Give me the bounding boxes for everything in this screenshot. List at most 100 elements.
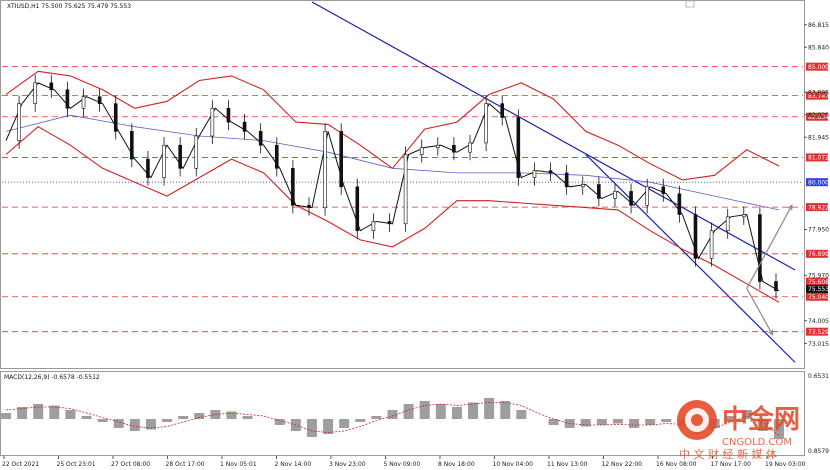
candle-body-32 (516, 117, 521, 178)
candle-body-37 (597, 184, 601, 199)
candle-body-34 (548, 170, 553, 174)
macd-tick-0: 0.6531 (808, 373, 829, 380)
macd-bar-47 (757, 419, 768, 431)
candle-body-2 (33, 82, 38, 104)
tick-label-1: 85.840 (808, 44, 829, 51)
macd-bar-40 (645, 419, 656, 425)
macd-bar-48 (774, 419, 784, 439)
candle-body-3 (49, 82, 54, 91)
level-badge-2 (806, 112, 828, 121)
moving-average-line (5, 114, 780, 211)
macd-bar-0 (1, 413, 11, 419)
price-badge-label-1: 75.553 (808, 286, 829, 293)
level-label-3: 81.072 (808, 155, 829, 162)
price-series (5, 74, 780, 299)
candle-body-44 (709, 230, 714, 259)
candle-body-7 (113, 103, 118, 132)
level-badge-3 (806, 153, 828, 162)
macd-bar-8 (129, 419, 140, 431)
level-badge-1 (806, 91, 828, 100)
trend-channel (311, 1, 796, 363)
candle-body-17 (274, 144, 279, 169)
time-label-0: 22 Oct 2021 (2, 461, 39, 468)
level-badge-5 (806, 203, 828, 212)
tick-label-3: 82.920 (808, 112, 829, 119)
chart-settings-icon[interactable] (685, 0, 695, 8)
tick-label-2: 83.895 (808, 89, 829, 96)
level-label-6: 76.899 (808, 251, 829, 258)
macd-bar-4 (65, 410, 76, 419)
time-label-6: 3 Nov 23:00 (329, 461, 366, 468)
candle-body-14 (226, 107, 231, 123)
candle-body-9 (146, 158, 150, 178)
time-label-12: 16 Nov 08:00 (656, 461, 697, 468)
candle-body-46 (741, 214, 746, 218)
tick-label-7: 74.005 (808, 318, 829, 325)
time-label-5: 2 Nov 14:00 (275, 461, 312, 468)
candle-body-6 (97, 96, 102, 104)
macd-bar-14 (226, 411, 237, 419)
candle-body-43 (693, 214, 698, 259)
candle-body-21 (339, 131, 343, 188)
macd-bar-25 (403, 404, 414, 419)
symbol-header: XTIUSD,H1 75.500 75.625 75.479 75.553 (7, 3, 131, 10)
macd-bar-3 (49, 405, 60, 419)
level-label-5: 78.922 (808, 204, 829, 211)
logo-slogan-text: 中 文 财 经 新 媒 体 (679, 447, 777, 461)
candle-body-18 (291, 168, 295, 206)
macd-bar-10 (162, 419, 173, 422)
candle-body-36 (580, 184, 585, 188)
level-label-8: 73.529 (808, 329, 829, 336)
projection-arrow-0 (746, 205, 793, 289)
candle-body-39 (629, 191, 633, 206)
price-badge-1 (806, 284, 828, 293)
candle-body-15 (242, 121, 247, 132)
time-label-2: 27 Oct 08:00 (111, 461, 150, 468)
cngold-logo: 中金网 CNGOLD.COM 中 文 财 经 新 媒 体 (677, 400, 800, 461)
time-label-4: 1 Nov 05:01 (220, 461, 257, 468)
macd-bar-26 (419, 401, 430, 419)
time-label-9: 10 Nov 04:00 (493, 461, 534, 468)
macd-bar-6 (97, 419, 108, 422)
candle-body-30 (484, 103, 488, 144)
tick-label-4: 81.945 (808, 134, 829, 141)
candle-body-22 (355, 186, 360, 232)
projection-arrow-head-0 (787, 204, 793, 211)
level-label-2: 82.834 (808, 114, 829, 121)
level-label-1: 83.747 (808, 93, 829, 100)
candle-body-47 (758, 214, 762, 282)
tick-label-6: 75.970 (808, 272, 829, 279)
candle-body-42 (677, 193, 682, 215)
macd-bar-20 (323, 419, 334, 434)
candle-body-12 (194, 135, 199, 169)
candle-body-19 (307, 204, 311, 208)
macd-bar-5 (81, 416, 92, 419)
candle-body-33 (532, 170, 537, 178)
projection-arrow-head-1 (768, 329, 774, 336)
level-label-0: 85.000 (808, 64, 829, 71)
level-label-4: 80.000 (808, 179, 829, 186)
macd-bar-9 (145, 419, 156, 430)
candle-body-13 (210, 107, 215, 137)
candle-body-24 (387, 221, 392, 225)
candle-body-23 (371, 221, 376, 232)
macd-bar-12 (194, 413, 205, 419)
candle-body-5 (81, 96, 86, 109)
macd-bar-15 (242, 416, 253, 419)
candle-body-29 (468, 142, 472, 153)
macd-bar-36 (580, 419, 591, 427)
candle-body-40 (645, 186, 649, 206)
time-axis: 22 Oct 2021 25 Oct 23:01 27 Oct 08:00 28 Oc… (2, 456, 806, 468)
level-badge-0 (806, 62, 828, 71)
macd-bar-17 (274, 419, 285, 425)
candle-body-10 (162, 144, 166, 178)
channel-line-0 (311, 1, 796, 271)
time-label-13: 17 Nov 17:00 (711, 461, 752, 468)
macd-label: MACD(12,26,9) -0.6578 -0.5512 (4, 374, 100, 381)
macd-bar-31 (500, 401, 511, 419)
macd-bar-41 (661, 419, 672, 422)
lower-band-line (5, 126, 780, 303)
projection-arrows (746, 204, 793, 336)
candle-body-25 (403, 154, 408, 225)
